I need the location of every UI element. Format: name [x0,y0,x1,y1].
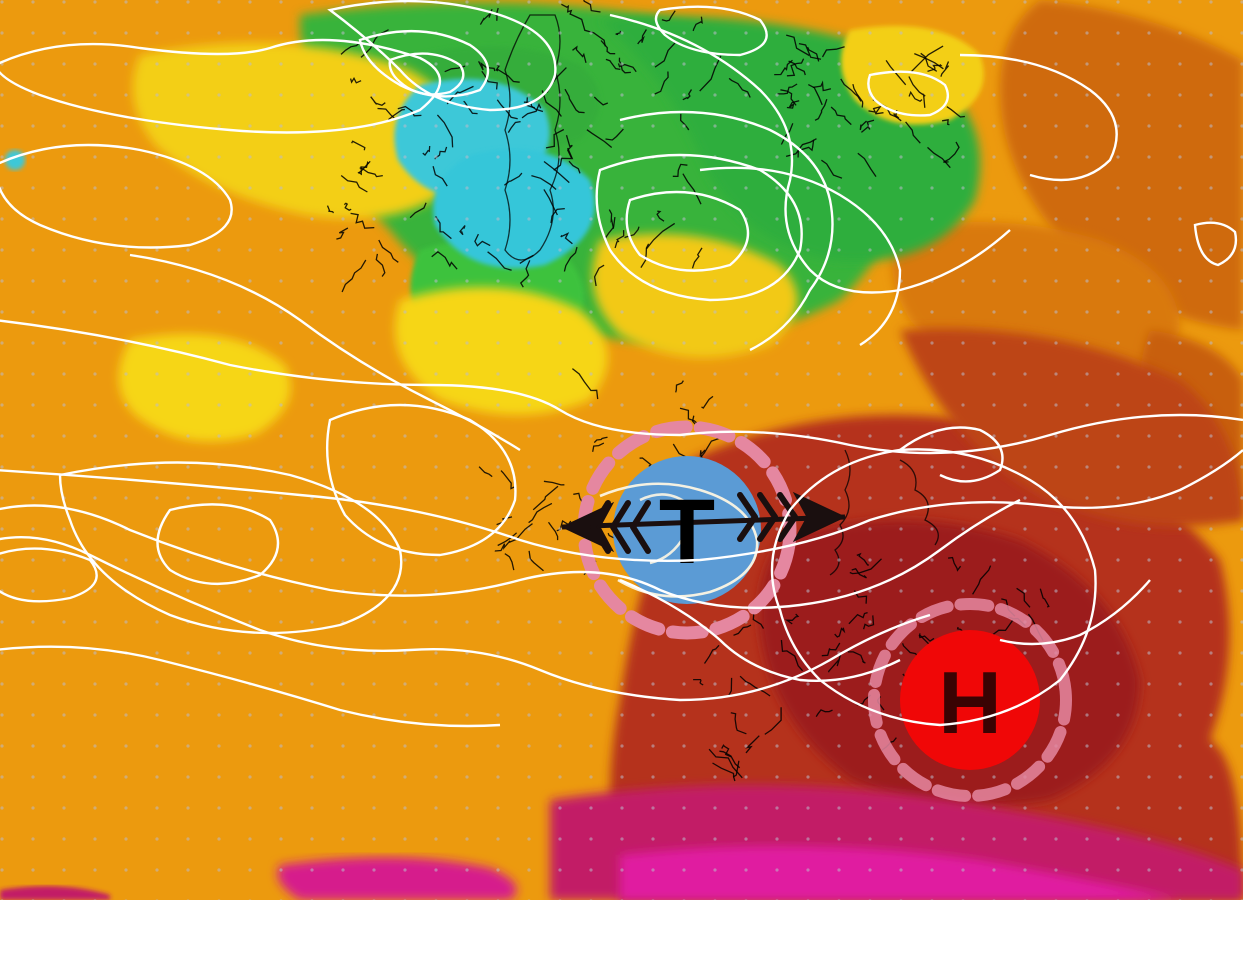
svg-text:T: T [659,481,715,583]
svg-text:H: H [938,653,1002,752]
